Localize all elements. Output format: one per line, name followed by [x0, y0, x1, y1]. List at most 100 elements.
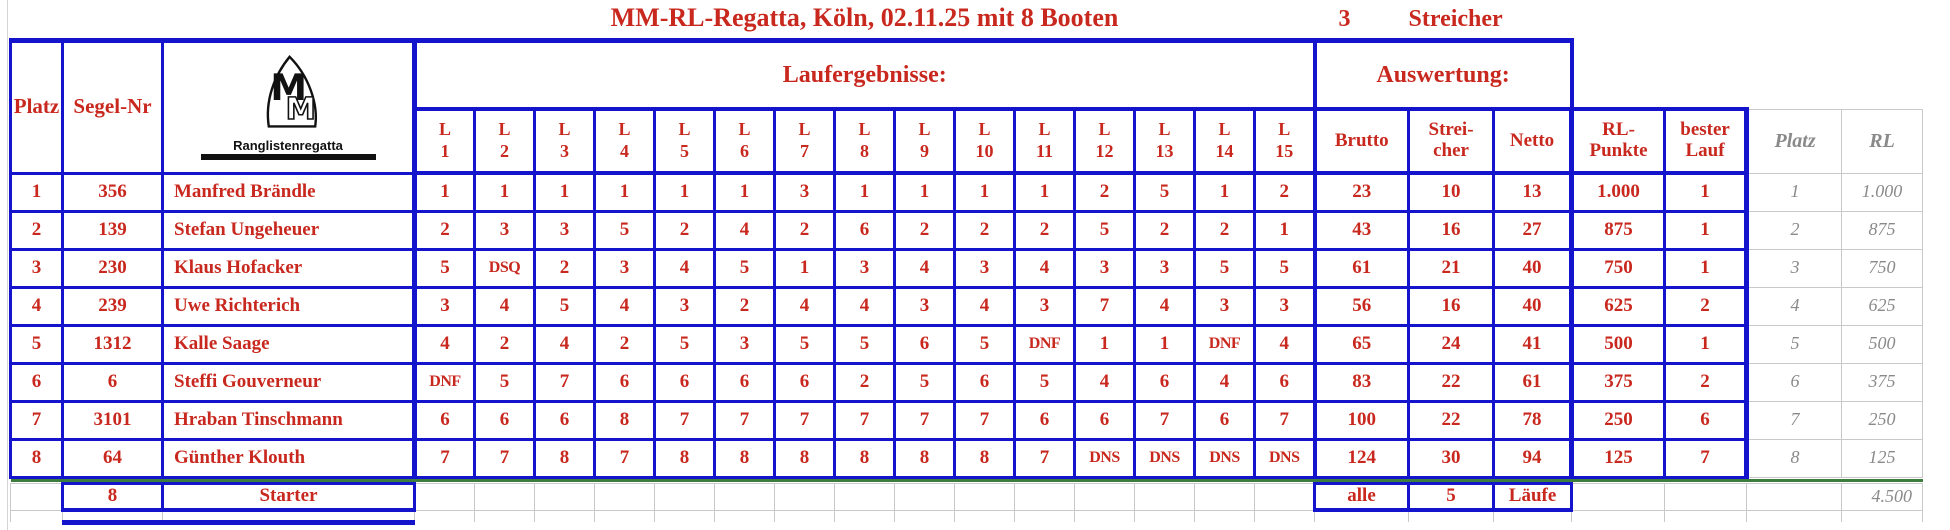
- bester-lauf-cell: 2: [1663, 361, 1750, 403]
- lauf-9-cell: 3: [893, 285, 956, 327]
- skipper-name-cell: Klaus Hofacker: [161, 247, 417, 289]
- footer-lauf-6-empty: [714, 482, 775, 511]
- skipper-name-cell: Steffi Gouverneur: [161, 361, 417, 403]
- logo-bar: [200, 154, 376, 160]
- section-auswertung: Auswertung:: [1312, 37, 1574, 111]
- title-left-spacer: [11, 0, 415, 40]
- platz-gray-cell: 8: [1746, 438, 1843, 478]
- lauf-1-cell: 3: [413, 285, 476, 327]
- streicher-count-label: Streicher: [1408, 5, 1503, 32]
- result-row: 7 3101 Hraban Tinschmann 6 6 6 8 7 7 7 7 7 7 6 6 7 6 7 100…: [9, 399, 1924, 441]
- lauf-14-cell: DNS: [1193, 437, 1256, 479]
- platz-cell: 3: [9, 247, 64, 289]
- lauf-11-cell: DNF: [1013, 323, 1076, 365]
- lauf-3-cell: 2: [533, 247, 596, 289]
- lauf-3-cell: 3: [533, 209, 596, 251]
- lauf-3-cell: 1: [533, 171, 596, 213]
- lauf-3-cell: 5: [533, 285, 596, 327]
- skipper-name-cell: Uwe Richterich: [161, 285, 417, 327]
- footer-lauf-8-empty: [834, 482, 895, 511]
- lauf-12-cell: 2: [1073, 171, 1136, 213]
- partial-cell: [774, 509, 835, 522]
- col-header-platz: Platz: [9, 37, 64, 175]
- bester-lauf-cell: 7: [1663, 437, 1750, 479]
- lauf-9-cell: 8: [893, 437, 956, 479]
- footer-lauf-3-empty: [534, 482, 595, 511]
- netto-cell: 61: [1492, 361, 1574, 403]
- rl-punkte-cell: 750: [1569, 247, 1667, 289]
- col-header-lauf-15: L 15: [1252, 107, 1317, 175]
- lauf-3-cell: 6: [533, 399, 596, 441]
- lauf-2-cell: 6: [473, 399, 536, 441]
- segel-nr-cell: 6: [61, 361, 164, 403]
- partial-cell: [474, 509, 535, 522]
- result-row: 8 64 Günther Klouth 7 7 8 7 8 8 8 8 8 8 7 DNS DNS DNS DNS…: [9, 437, 1924, 479]
- netto-cell: 13: [1492, 171, 1574, 213]
- footer-lauf-15-empty: [1253, 482, 1316, 511]
- segel-nr-cell: 230: [61, 247, 164, 289]
- lauf-11-cell: 4: [1013, 247, 1076, 289]
- platz-gray-cell: 3: [1746, 248, 1843, 288]
- bester-lauf-cell: 1: [1663, 323, 1750, 365]
- result-row: 4 239 Uwe Richterich 3 4 5 4 3 2 4 4 3 4 3 7 4 3 3 56 16 40 6…: [9, 285, 1924, 327]
- footer-lauf-7-empty: [774, 482, 835, 511]
- col-header-platz-gray: Platz: [1746, 108, 1843, 174]
- streicher-count-value: 3: [1338, 5, 1351, 32]
- footer-lauf-4-empty: [594, 482, 655, 511]
- col-header-rl-gray: RL: [1841, 108, 1924, 174]
- brutto-cell: 65: [1312, 323, 1411, 365]
- lauf-15-cell: 2: [1252, 171, 1317, 213]
- col-header-lauf-12: L 12: [1073, 107, 1136, 175]
- platz-gray-cell: 7: [1746, 400, 1843, 440]
- col-header-segel-nr: Segel-Nr: [61, 37, 164, 175]
- lauf-1-cell: 7: [413, 437, 476, 479]
- rl-punkte-cell: 250: [1569, 399, 1667, 441]
- lauf-13-cell: 2: [1133, 209, 1196, 251]
- footer-platz-empty: [10, 482, 63, 511]
- lauf-4-cell: 7: [593, 437, 656, 479]
- lauf-13-cell: DNS: [1133, 437, 1196, 479]
- column-header-row: L 1 L 2 L 3 L 4 L 5 L 6 L 7 L 8 L 9 L 10 L 11 L 12 L 13 L 14 L 15 Brut…: [11, 107, 1924, 175]
- col-header-lauf-13: L 13: [1133, 107, 1196, 175]
- lauf-11-cell: 6: [1013, 399, 1076, 441]
- regatta-results-table: MM-RL-Regatta, Köln, 02.11.25 mit 8 Boot…: [9, 0, 1924, 525]
- rl-gray-cell: 500: [1841, 324, 1924, 364]
- partial-cell: [654, 509, 715, 522]
- rl-gray-cell: 875: [1841, 210, 1924, 250]
- platz-cell: 4: [9, 285, 64, 327]
- logo-caption: Ranglistenregatta: [233, 138, 343, 153]
- partial-cell: [1746, 509, 1843, 522]
- lauf-9-cell: 1: [893, 171, 956, 213]
- partial-cell: [1664, 509, 1748, 522]
- lauf-5-cell: 8: [653, 437, 716, 479]
- platz-cell: 1: [9, 171, 64, 213]
- result-row: 2 139 Stefan Ungeheuer 2 3 3 5 2 4 2 6 2 2 2 5 2 2 1 43 16 2…: [9, 209, 1924, 251]
- lauf-2-cell: 1: [473, 171, 536, 213]
- netto-cell: 40: [1492, 247, 1574, 289]
- lauf-14-cell: 1: [1193, 171, 1256, 213]
- partial-cell: [1408, 509, 1495, 522]
- lauf-6-cell: 6: [713, 361, 776, 403]
- lauf-4-cell: 8: [593, 399, 656, 441]
- lauf-4-cell: 1: [593, 171, 656, 213]
- col-header-netto: Netto: [1492, 107, 1574, 175]
- footer-starter-count: 8: [61, 481, 164, 512]
- footer-lauf-11-empty: [1014, 482, 1075, 511]
- streicher-cell: 16: [1407, 209, 1496, 251]
- lauf-8-cell: 3: [833, 247, 896, 289]
- lauf-6-cell: 3: [713, 323, 776, 365]
- lauf-8-cell: 6: [833, 209, 896, 251]
- title-right-spacer: [1572, 0, 1747, 40]
- skipper-name-cell: Stefan Ungeheuer: [161, 209, 417, 251]
- partial-cell: [1194, 509, 1255, 522]
- footer-starter-label: Starter: [161, 481, 416, 512]
- sail-logo-icon: M M: [266, 55, 317, 128]
- platz-gray-cell: 6: [1746, 362, 1843, 402]
- brutto-cell: 56: [1312, 285, 1411, 327]
- brutto-cell: 23: [1312, 171, 1411, 213]
- lauf-14-cell: DNF: [1193, 323, 1256, 365]
- lauf-11-cell: 3: [1013, 285, 1076, 327]
- lauf-7-cell: 3: [773, 171, 836, 213]
- segel-nr-cell: 239: [61, 285, 164, 327]
